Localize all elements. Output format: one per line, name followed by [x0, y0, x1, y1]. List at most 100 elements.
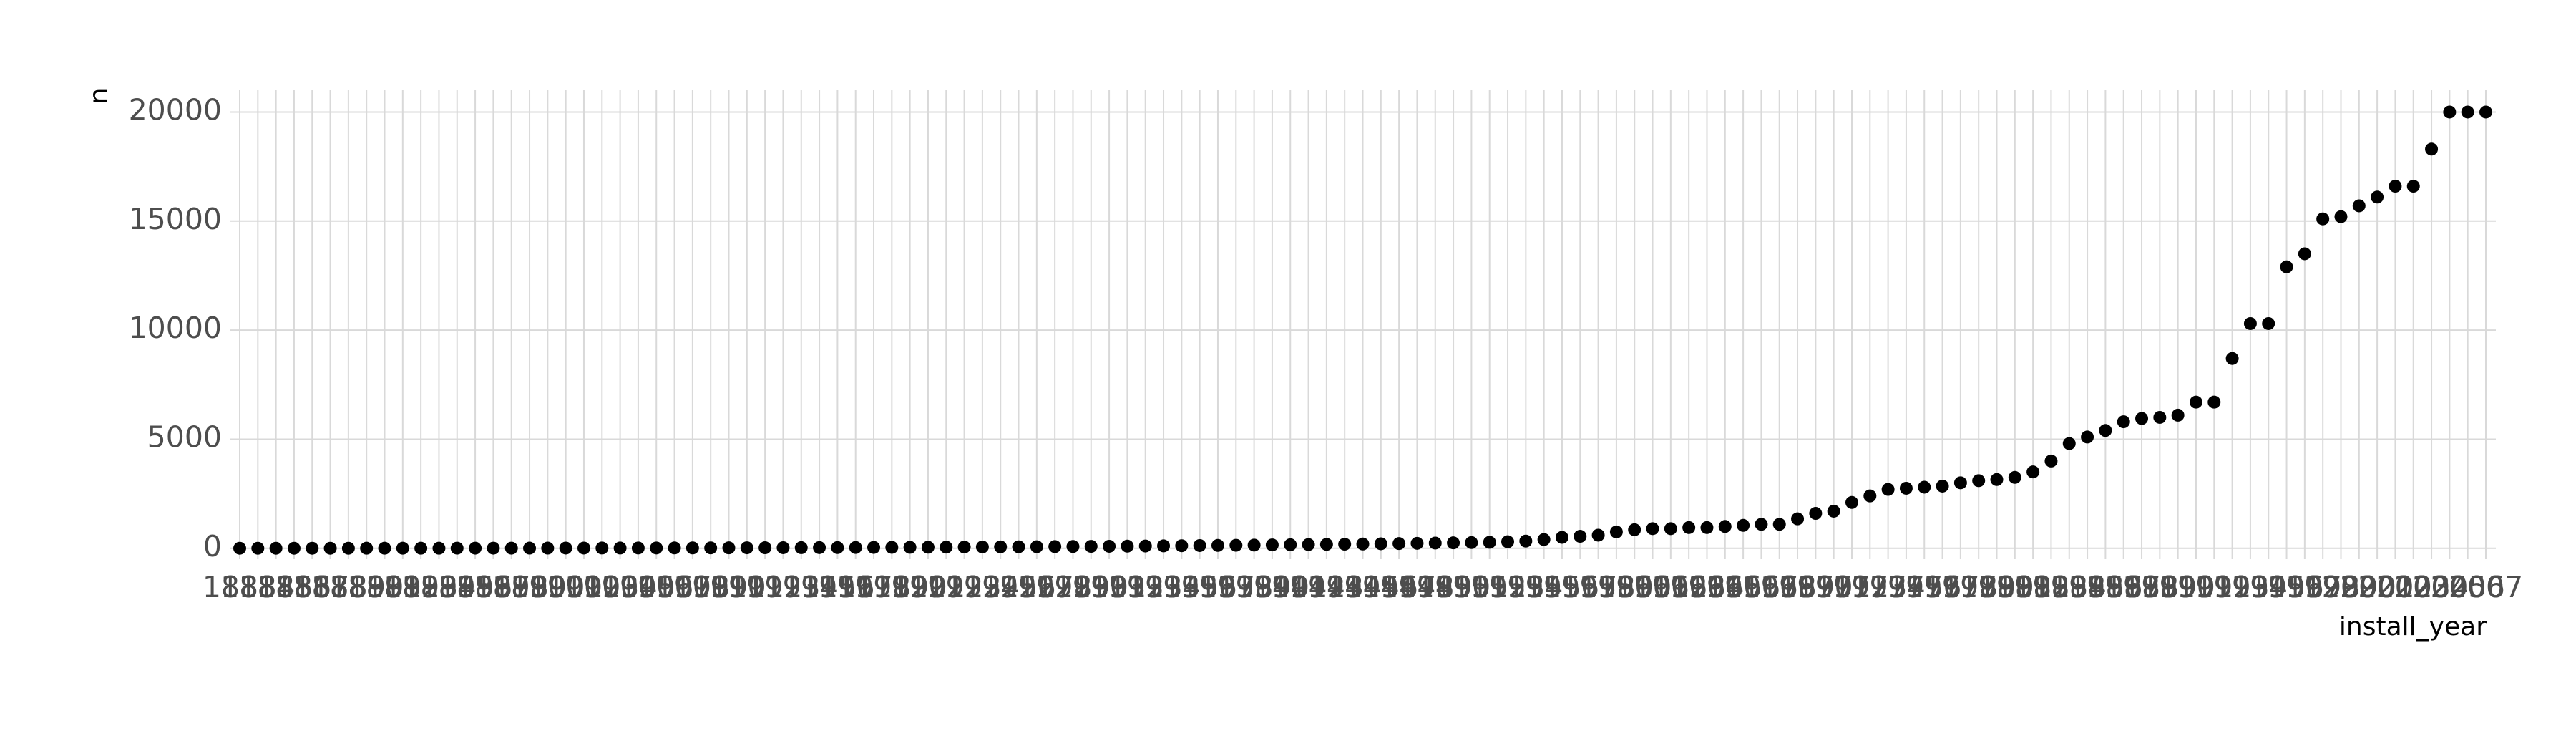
x-tick-label: 1991: [2159, 570, 2233, 604]
x-tick-label: 1925: [963, 570, 1038, 604]
x-tick-label: 1962: [1634, 570, 1708, 604]
y-tick-label: 10000: [129, 311, 222, 345]
point: [1410, 536, 1424, 550]
x-tick-label: 1993: [2195, 570, 2269, 604]
point: [1356, 537, 1370, 551]
x-tick-label: 2007: [2449, 570, 2523, 604]
x-tick-label: 1947: [1362, 570, 1436, 604]
point: [1121, 539, 1134, 553]
point: [1428, 536, 1442, 550]
point: [2389, 180, 2402, 193]
point: [1972, 474, 1986, 488]
x-tick-label: 1969: [1760, 570, 1835, 604]
point: [1772, 518, 1786, 531]
point: [450, 541, 464, 555]
x-tick-label: 1953: [1470, 570, 1545, 604]
point: [2425, 142, 2439, 156]
point: [2406, 180, 2420, 193]
x-tick-label: 1988: [2104, 570, 2179, 604]
x-tick-label: 1968: [1742, 570, 1817, 604]
x-tick-label: 1949: [1398, 570, 1473, 604]
point: [233, 541, 246, 555]
point: [1084, 540, 1098, 553]
x-tick-label: 1978: [1923, 570, 1998, 604]
point: [1247, 538, 1261, 552]
point: [1338, 538, 1352, 551]
x-tick-label: 1936: [1162, 570, 1236, 604]
x-tick-label: 1975: [1869, 570, 1943, 604]
x-tick-label: 1890: [329, 570, 404, 604]
point: [1737, 518, 1750, 532]
x-tick-label: 2003: [2376, 570, 2451, 604]
point: [2443, 105, 2457, 119]
point: [758, 541, 772, 555]
point: [1157, 539, 1171, 553]
point: [2334, 210, 2348, 223]
point: [2153, 410, 2167, 424]
x-tick-label: 1934: [1126, 570, 1201, 604]
x-tick-label: 2005: [2412, 570, 2487, 604]
point: [2225, 352, 2239, 365]
point: [1374, 537, 1387, 551]
point: [269, 541, 283, 555]
x-tick-label: 1927: [1000, 570, 1074, 604]
x-tick-label: 1901: [528, 570, 602, 604]
point: [1990, 473, 2004, 486]
point: [251, 541, 265, 555]
y-tick-label: 0: [203, 529, 222, 563]
point: [1302, 538, 1315, 551]
point: [360, 541, 374, 555]
y-tick-label: 20000: [129, 92, 222, 127]
x-tick-label: 1917: [819, 570, 893, 604]
x-tick-label: 1964: [1669, 570, 1744, 604]
x-tick-label: 1920: [872, 570, 947, 604]
point: [2280, 260, 2293, 273]
point: [867, 541, 881, 554]
point: [2461, 105, 2474, 119]
x-tick-label: 1923: [927, 570, 1001, 604]
x-tick-label: 1907: [637, 570, 711, 604]
point: [1918, 480, 1931, 494]
x-tick-label: 1893: [384, 570, 458, 604]
x-tick-label: 1941: [1253, 570, 1327, 604]
point: [794, 541, 808, 554]
x-tick-label: 1928: [1018, 570, 1092, 604]
point: [1574, 530, 1587, 543]
x-tick-label: 2004: [2394, 570, 2469, 604]
point: [1211, 538, 1224, 552]
point: [414, 541, 428, 555]
point: [1881, 483, 1895, 496]
x-tick-label: 1926: [981, 570, 1055, 604]
x-tick-label: 1973: [1833, 570, 1907, 604]
point: [1953, 476, 1967, 490]
x-tick-label: 1980: [1959, 570, 2034, 604]
point: [631, 541, 645, 555]
point: [2026, 465, 2040, 479]
point: [921, 541, 935, 554]
point: [1066, 540, 1080, 553]
x-tick-label: 1931: [1072, 570, 1146, 604]
point: [2262, 316, 2275, 330]
point: [776, 541, 790, 554]
x-tick-label: 1979: [1941, 570, 2016, 604]
x-tick-label: 1940: [1235, 570, 1309, 604]
point: [831, 541, 844, 554]
x-tick-label: 1892: [366, 570, 440, 604]
point: [396, 541, 409, 555]
point: [287, 541, 301, 555]
point: [2189, 395, 2202, 409]
point: [975, 540, 989, 553]
x-tick-label: 1912: [728, 570, 802, 604]
point: [1682, 521, 1696, 534]
x-tick-label: 1952: [1453, 570, 1527, 604]
point: [722, 541, 736, 555]
x-tick-label: 1965: [1688, 570, 1762, 604]
point: [2371, 190, 2384, 204]
point: [469, 541, 482, 555]
point: [1664, 522, 1677, 536]
point: [523, 541, 537, 555]
point: [2207, 395, 2221, 409]
point: [2044, 454, 2058, 468]
x-tick-label: 1887: [275, 570, 349, 604]
